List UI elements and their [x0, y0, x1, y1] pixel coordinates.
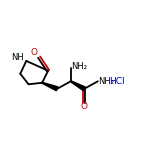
Text: NH₂: NH₂: [71, 62, 87, 71]
Text: NH: NH: [11, 53, 24, 62]
Text: O: O: [30, 48, 37, 57]
Text: NH₂: NH₂: [98, 77, 114, 86]
Text: HCl: HCl: [109, 77, 125, 86]
Polygon shape: [71, 81, 85, 91]
Text: O: O: [81, 102, 88, 111]
Polygon shape: [42, 82, 58, 91]
